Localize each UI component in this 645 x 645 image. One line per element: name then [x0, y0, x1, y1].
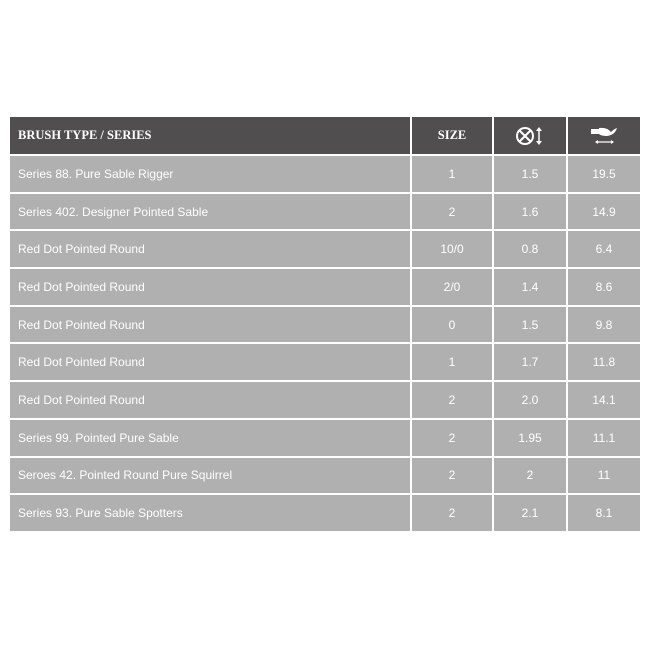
brush-name-cell: Seroes 42. Pointed Round Pure Squirrel [8, 455, 412, 496]
length-cell: 11.8 [566, 342, 642, 383]
brush-name-cell: Red Dot Pointed Round [8, 229, 412, 270]
diameter-cell: 2.1 [492, 493, 568, 533]
brush-name-cell: Series 93. Pure Sable Spotters [8, 493, 412, 533]
table-header-row: BRUSH TYPE / SERIES SIZE [8, 115, 642, 156]
diameter-cell: 2.0 [492, 380, 568, 420]
size-cell: 2 [410, 455, 494, 496]
table-row: Series 93. Pure Sable Spotters 2 2.1 8.1 [8, 493, 642, 533]
length-cell: 6.4 [566, 229, 642, 270]
table-row: Series 88. Pure Sable Rigger 1 1.5 19.5 [8, 154, 642, 194]
header-brush-type: BRUSH TYPE / SERIES [8, 115, 412, 156]
table-row: Red Dot Pointed Round 2 2.0 14.1 [8, 380, 642, 420]
brush-spec-table: BRUSH TYPE / SERIES SIZE [8, 115, 642, 533]
table-row: Red Dot Pointed Round 2/0 1.4 8.6 [8, 267, 642, 307]
table-row: Red Dot Pointed Round 0 1.5 9.8 [8, 304, 642, 345]
size-cell: 1 [410, 342, 494, 383]
brush-length-icon [591, 127, 617, 144]
brush-name-cell: Red Dot Pointed Round [8, 304, 412, 345]
header-length [566, 115, 642, 156]
size-cell: 2 [410, 417, 494, 458]
size-cell: 10/0 [410, 229, 494, 270]
size-cell: 2 [410, 191, 494, 232]
table-row: Red Dot Pointed Round 1 1.7 11.8 [8, 342, 642, 383]
table-row: Series 402. Designer Pointed Sable 2 1.6 14… [8, 191, 642, 232]
brush-name-cell: Red Dot Pointed Round [8, 380, 412, 420]
diameter-cell: 0.8 [492, 229, 568, 270]
length-cell: 14.1 [566, 380, 642, 420]
diameter-cell: 1.7 [492, 342, 568, 383]
diameter-cell: 2 [492, 455, 568, 496]
length-cell: 8.1 [566, 493, 642, 533]
header-diameter [492, 115, 568, 156]
size-cell: 2 [410, 380, 494, 420]
table-row: Series 99. Pointed Pure Sable 2 1.95 11.1 [8, 417, 642, 458]
brush-name-cell: Series 99. Pointed Pure Sable [8, 417, 412, 458]
length-cell: 11.1 [566, 417, 642, 458]
header-size: SIZE [410, 115, 494, 156]
diameter-cell: 1.4 [492, 267, 568, 307]
table-row: Seroes 42. Pointed Round Pure Squirrel 2 2… [8, 455, 642, 496]
size-cell: 2/0 [410, 267, 494, 307]
size-cell: 0 [410, 304, 494, 345]
diameter-cell: 1.5 [492, 304, 568, 345]
length-cell: 8.6 [566, 267, 642, 307]
diameter-cell: 1.6 [492, 191, 568, 232]
brush-name-cell: Red Dot Pointed Round [8, 267, 412, 307]
brush-name-cell: Red Dot Pointed Round [8, 342, 412, 383]
diameter-cell: 1.95 [492, 417, 568, 458]
size-cell: 1 [410, 154, 494, 194]
brush-name-cell: Series 402. Designer Pointed Sable [8, 191, 412, 232]
table-row: Red Dot Pointed Round 10/0 0.8 6.4 [8, 229, 642, 270]
length-cell: 14.9 [566, 191, 642, 232]
length-cell: 19.5 [566, 154, 642, 194]
diameter-icon [516, 126, 542, 145]
length-cell: 9.8 [566, 304, 642, 345]
diameter-cell: 1.5 [492, 154, 568, 194]
size-cell: 2 [410, 493, 494, 533]
brush-name-cell: Series 88. Pure Sable Rigger [8, 154, 412, 194]
length-cell: 11 [566, 455, 642, 496]
